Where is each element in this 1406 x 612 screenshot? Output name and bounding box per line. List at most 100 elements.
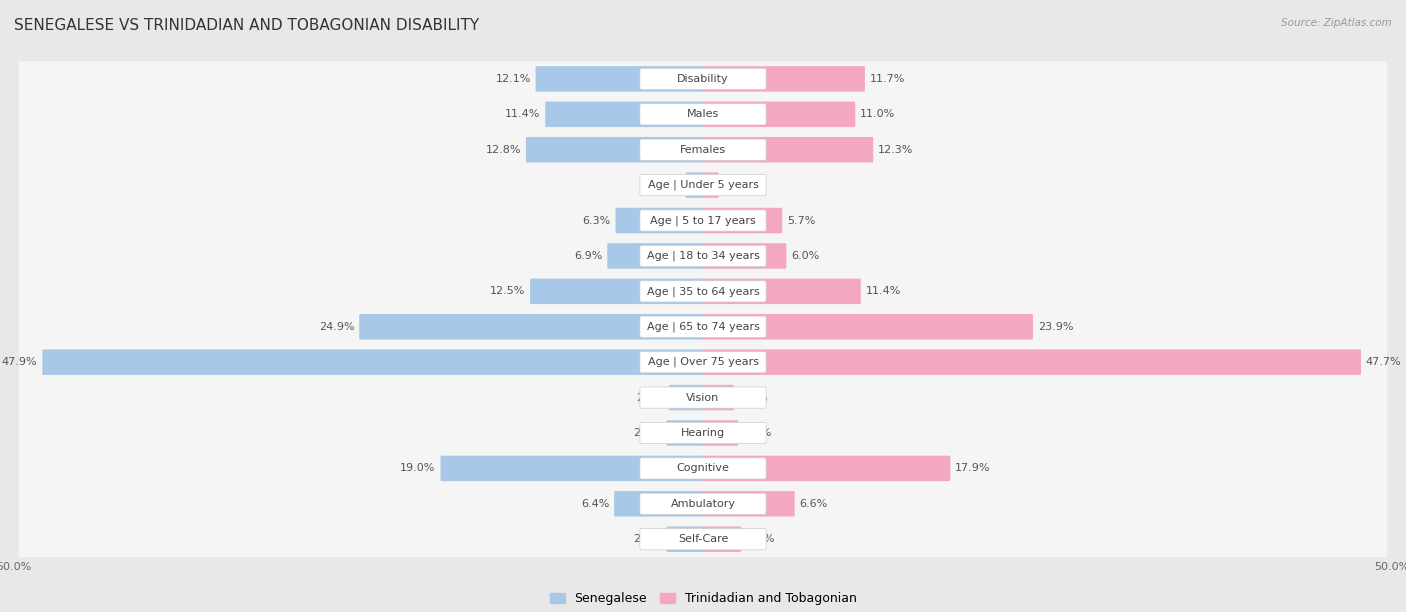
FancyBboxPatch shape [666, 526, 703, 552]
FancyBboxPatch shape [640, 174, 766, 196]
Text: SENEGALESE VS TRINIDADIAN AND TOBAGONIAN DISABILITY: SENEGALESE VS TRINIDADIAN AND TOBAGONIAN… [14, 18, 479, 34]
FancyBboxPatch shape [640, 316, 766, 337]
FancyBboxPatch shape [640, 69, 766, 89]
FancyBboxPatch shape [18, 269, 1388, 314]
FancyBboxPatch shape [703, 526, 741, 552]
FancyBboxPatch shape [440, 456, 703, 481]
Text: 2.5%: 2.5% [742, 428, 772, 438]
FancyBboxPatch shape [18, 163, 1388, 207]
Text: Females: Females [681, 144, 725, 155]
FancyBboxPatch shape [18, 127, 1388, 172]
FancyBboxPatch shape [18, 446, 1388, 491]
FancyBboxPatch shape [703, 456, 950, 481]
FancyBboxPatch shape [640, 281, 766, 302]
Text: Age | 5 to 17 years: Age | 5 to 17 years [650, 215, 756, 226]
Text: Disability: Disability [678, 74, 728, 84]
FancyBboxPatch shape [546, 102, 703, 127]
FancyBboxPatch shape [703, 208, 782, 233]
FancyBboxPatch shape [18, 198, 1388, 243]
Text: 2.6%: 2.6% [633, 428, 662, 438]
Text: 11.4%: 11.4% [505, 110, 540, 119]
Text: Age | 65 to 74 years: Age | 65 to 74 years [647, 321, 759, 332]
Text: 19.0%: 19.0% [401, 463, 436, 474]
Text: 2.4%: 2.4% [636, 392, 665, 403]
Text: Cognitive: Cognitive [676, 463, 730, 474]
Text: Age | 35 to 64 years: Age | 35 to 64 years [647, 286, 759, 297]
Text: Males: Males [688, 110, 718, 119]
FancyBboxPatch shape [703, 66, 865, 92]
FancyBboxPatch shape [703, 349, 1361, 375]
FancyBboxPatch shape [18, 234, 1388, 278]
FancyBboxPatch shape [703, 314, 1033, 340]
FancyBboxPatch shape [616, 208, 703, 233]
Text: 17.9%: 17.9% [955, 463, 991, 474]
FancyBboxPatch shape [640, 529, 766, 550]
FancyBboxPatch shape [18, 92, 1388, 136]
Text: 24.9%: 24.9% [319, 322, 354, 332]
Text: 1.2%: 1.2% [652, 180, 681, 190]
FancyBboxPatch shape [640, 139, 766, 160]
Text: 47.7%: 47.7% [1365, 357, 1402, 367]
Text: Source: ZipAtlas.com: Source: ZipAtlas.com [1281, 18, 1392, 28]
FancyBboxPatch shape [703, 137, 873, 162]
FancyBboxPatch shape [640, 210, 766, 231]
FancyBboxPatch shape [686, 173, 703, 198]
FancyBboxPatch shape [703, 243, 786, 269]
Text: 23.9%: 23.9% [1038, 322, 1073, 332]
Text: 12.8%: 12.8% [485, 144, 522, 155]
Text: 6.0%: 6.0% [792, 251, 820, 261]
FancyBboxPatch shape [42, 349, 703, 375]
Text: 2.2%: 2.2% [738, 392, 768, 403]
FancyBboxPatch shape [703, 420, 738, 446]
Text: 2.7%: 2.7% [745, 534, 775, 544]
Text: 11.4%: 11.4% [866, 286, 901, 296]
Text: Self-Care: Self-Care [678, 534, 728, 544]
FancyBboxPatch shape [359, 314, 703, 340]
Text: 6.3%: 6.3% [582, 215, 610, 226]
Text: 11.0%: 11.0% [860, 110, 896, 119]
FancyBboxPatch shape [18, 411, 1388, 455]
FancyBboxPatch shape [536, 66, 703, 92]
Text: 47.9%: 47.9% [1, 357, 38, 367]
FancyBboxPatch shape [18, 56, 1388, 101]
Text: 6.9%: 6.9% [574, 251, 602, 261]
FancyBboxPatch shape [607, 243, 703, 269]
Text: 1.1%: 1.1% [724, 180, 752, 190]
FancyBboxPatch shape [18, 375, 1388, 420]
FancyBboxPatch shape [640, 103, 766, 125]
FancyBboxPatch shape [703, 491, 794, 517]
FancyBboxPatch shape [640, 351, 766, 373]
Text: 2.6%: 2.6% [633, 534, 662, 544]
FancyBboxPatch shape [640, 458, 766, 479]
Text: 6.6%: 6.6% [800, 499, 828, 509]
FancyBboxPatch shape [703, 102, 855, 127]
Legend: Senegalese, Trinidadian and Tobagonian: Senegalese, Trinidadian and Tobagonian [544, 587, 862, 610]
FancyBboxPatch shape [640, 245, 766, 267]
Text: 11.7%: 11.7% [870, 74, 905, 84]
Text: 6.4%: 6.4% [581, 499, 609, 509]
FancyBboxPatch shape [614, 491, 703, 517]
Text: Vision: Vision [686, 392, 720, 403]
FancyBboxPatch shape [703, 278, 860, 304]
Text: 12.1%: 12.1% [495, 74, 531, 84]
Text: Hearing: Hearing [681, 428, 725, 438]
FancyBboxPatch shape [640, 493, 766, 515]
Text: Age | Over 75 years: Age | Over 75 years [648, 357, 758, 367]
FancyBboxPatch shape [640, 422, 766, 444]
Text: Age | 18 to 34 years: Age | 18 to 34 years [647, 251, 759, 261]
Text: Ambulatory: Ambulatory [671, 499, 735, 509]
FancyBboxPatch shape [18, 517, 1388, 562]
Text: Age | Under 5 years: Age | Under 5 years [648, 180, 758, 190]
Text: 12.5%: 12.5% [489, 286, 526, 296]
FancyBboxPatch shape [640, 387, 766, 408]
FancyBboxPatch shape [703, 385, 734, 410]
FancyBboxPatch shape [666, 420, 703, 446]
Text: 5.7%: 5.7% [787, 215, 815, 226]
FancyBboxPatch shape [18, 482, 1388, 526]
FancyBboxPatch shape [703, 173, 718, 198]
FancyBboxPatch shape [526, 137, 703, 162]
FancyBboxPatch shape [18, 340, 1388, 384]
FancyBboxPatch shape [530, 278, 703, 304]
FancyBboxPatch shape [669, 385, 703, 410]
Text: 12.3%: 12.3% [877, 144, 914, 155]
